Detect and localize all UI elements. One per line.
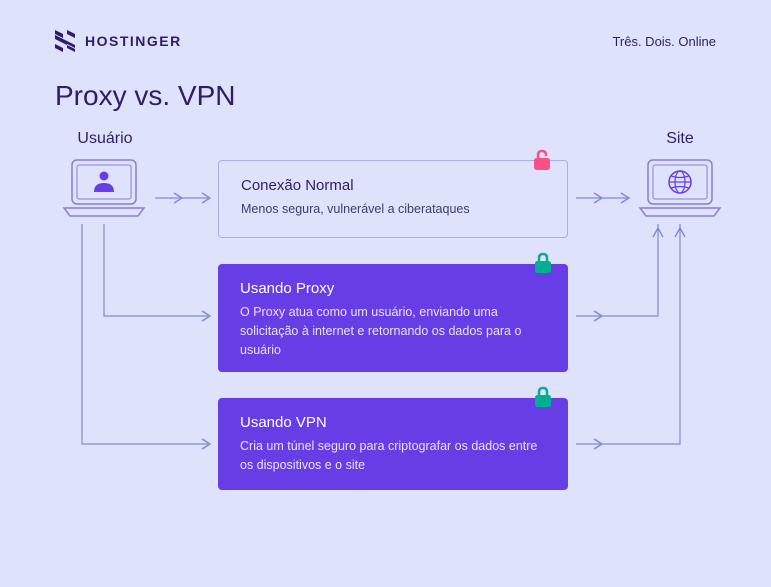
arrow-icon	[592, 437, 606, 451]
arrow-icon	[651, 225, 665, 239]
arrow-icon	[200, 437, 214, 451]
lock-open-icon	[533, 149, 551, 171]
logo: HOSTINGER	[55, 30, 182, 52]
lock-closed-icon	[534, 252, 552, 274]
box-proxy-desc: O Proxy atua como um usuário, enviando u…	[240, 303, 546, 359]
logo-icon	[55, 30, 75, 52]
arrow-icon	[200, 309, 214, 323]
header: HOSTINGER Três. Dois. Online	[0, 0, 771, 52]
arrow-icon	[592, 309, 606, 323]
box-vpn: Usando VPN Cria um túnel seguro para cri…	[218, 398, 568, 490]
page-title: Proxy vs. VPN	[0, 52, 771, 112]
arrow-icon	[172, 191, 186, 205]
arrow-icon	[673, 225, 687, 239]
arrow-icon	[592, 191, 606, 205]
box-vpn-desc: Cria um túnel seguro para criptografar o…	[240, 437, 546, 475]
box-vpn-title: Usando VPN	[240, 414, 546, 431]
brand-text: HOSTINGER	[85, 33, 182, 49]
box-normal: Conexão Normal Menos segura, vulnerável …	[218, 160, 568, 238]
box-proxy: Usando Proxy O Proxy atua como um usuári…	[218, 264, 568, 372]
box-normal-title: Conexão Normal	[241, 177, 545, 194]
arrow-icon	[200, 191, 214, 205]
tagline: Três. Dois. Online	[612, 34, 716, 49]
box-normal-desc: Menos segura, vulnerável a ciberataques	[241, 200, 545, 219]
arrow-icon	[619, 191, 633, 205]
box-proxy-title: Usando Proxy	[240, 280, 546, 297]
lock-closed-icon	[534, 386, 552, 408]
diagram: Usuário Site	[0, 130, 771, 560]
